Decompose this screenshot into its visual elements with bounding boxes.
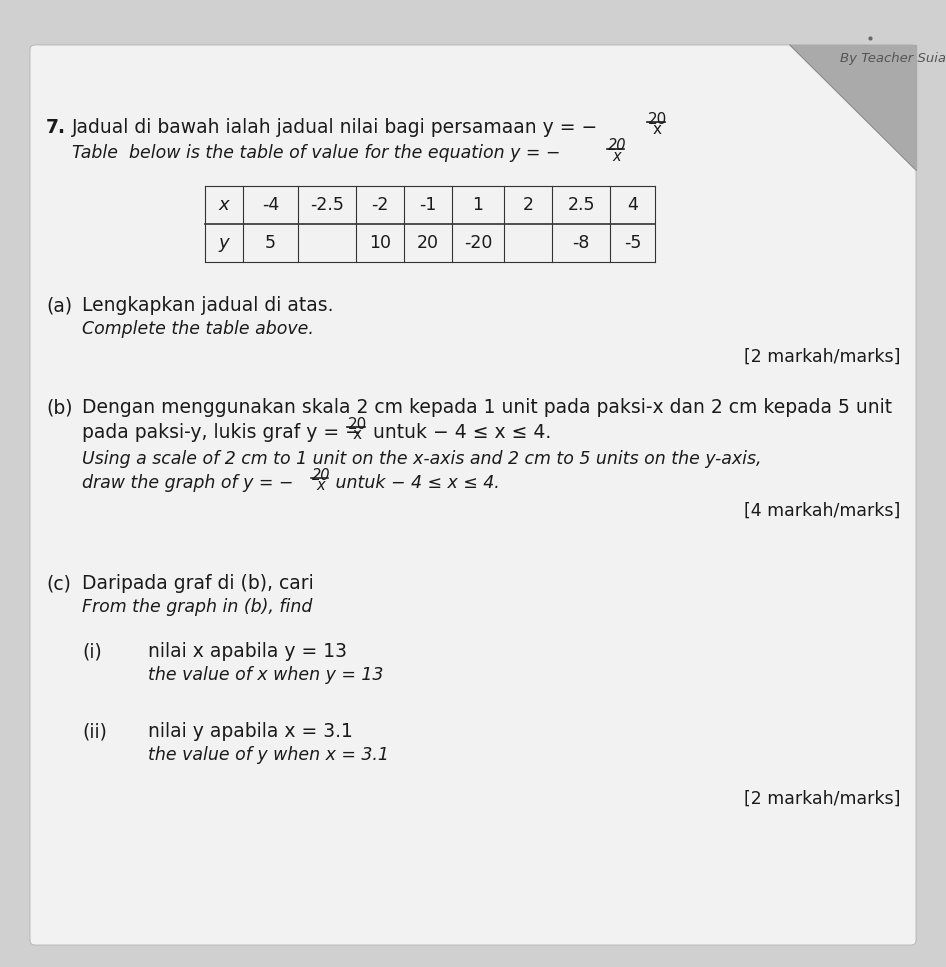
Text: -2.5: -2.5 (310, 196, 344, 214)
Text: -4: -4 (262, 196, 279, 214)
Text: 20: 20 (312, 468, 330, 483)
Text: -1: -1 (419, 196, 437, 214)
Text: 1: 1 (472, 196, 483, 214)
Text: (i): (i) (82, 642, 102, 661)
Text: 20: 20 (608, 138, 626, 153)
Text: Table  below is the table of value for the equation y = −: Table below is the table of value for th… (72, 144, 560, 162)
Text: -2: -2 (372, 196, 389, 214)
Text: x: x (353, 427, 362, 442)
Text: pada paksi-y, lukis graf y = −: pada paksi-y, lukis graf y = − (82, 423, 360, 442)
Text: -8: -8 (572, 234, 589, 252)
Text: x: x (219, 196, 229, 214)
Text: -5: -5 (623, 234, 641, 252)
Text: [2 markah/marks]: [2 markah/marks] (744, 348, 900, 366)
Text: y: y (219, 234, 229, 252)
Text: untuk − 4 ≤ x ≤ 4.: untuk − 4 ≤ x ≤ 4. (367, 423, 552, 442)
FancyBboxPatch shape (30, 45, 916, 945)
Text: By Teacher Suia: By Teacher Suia (840, 52, 946, 65)
Text: 5: 5 (265, 234, 276, 252)
Text: From the graph in (b), find: From the graph in (b), find (82, 598, 312, 616)
Text: Daripada graf di (b), cari: Daripada graf di (b), cari (82, 574, 314, 593)
Text: 20: 20 (648, 112, 667, 127)
Text: nilai y apabila x = 3.1: nilai y apabila x = 3.1 (148, 722, 353, 741)
Text: Dengan menggunakan skala 2 cm kepada 1 unit pada paksi-x dan 2 cm kepada 5 unit: Dengan menggunakan skala 2 cm kepada 1 u… (82, 398, 892, 417)
Text: nilai x apabila y = 13: nilai x apabila y = 13 (148, 642, 347, 661)
Text: untuk − 4 ≤ x ≤ 4.: untuk − 4 ≤ x ≤ 4. (330, 474, 499, 492)
Text: (a): (a) (46, 296, 72, 315)
Text: x: x (316, 478, 324, 493)
Text: (b): (b) (46, 398, 73, 417)
Text: Lengkapkan jadual di atas.: Lengkapkan jadual di atas. (82, 296, 334, 315)
Text: 2.5: 2.5 (568, 196, 595, 214)
Text: -20: -20 (464, 234, 492, 252)
Text: Complete the table above.: Complete the table above. (82, 320, 314, 338)
Text: 2: 2 (522, 196, 534, 214)
Text: 10: 10 (369, 234, 391, 252)
Text: 20: 20 (417, 234, 439, 252)
Polygon shape (790, 45, 916, 170)
Text: the value of x when y = 13: the value of x when y = 13 (148, 666, 383, 684)
Text: (ii): (ii) (82, 722, 107, 741)
Polygon shape (790, 45, 916, 170)
Text: 4: 4 (627, 196, 638, 214)
Text: (c): (c) (46, 574, 71, 593)
Text: the value of y when x = 3.1: the value of y when x = 3.1 (148, 746, 389, 764)
Text: 7.: 7. (46, 118, 66, 137)
Text: [2 markah/marks]: [2 markah/marks] (744, 790, 900, 808)
Text: x: x (653, 122, 662, 137)
Text: draw the graph of y = −: draw the graph of y = − (82, 474, 293, 492)
Text: Jadual di bawah ialah jadual nilai bagi persamaan y = −: Jadual di bawah ialah jadual nilai bagi … (72, 118, 598, 137)
Text: Using a scale of 2 cm to 1 unit on the x-axis and 2 cm to 5 units on the y-axis,: Using a scale of 2 cm to 1 unit on the x… (82, 450, 762, 468)
Text: 20: 20 (348, 417, 367, 432)
Text: x: x (612, 149, 621, 164)
Text: [4 markah/marks]: [4 markah/marks] (744, 502, 900, 520)
